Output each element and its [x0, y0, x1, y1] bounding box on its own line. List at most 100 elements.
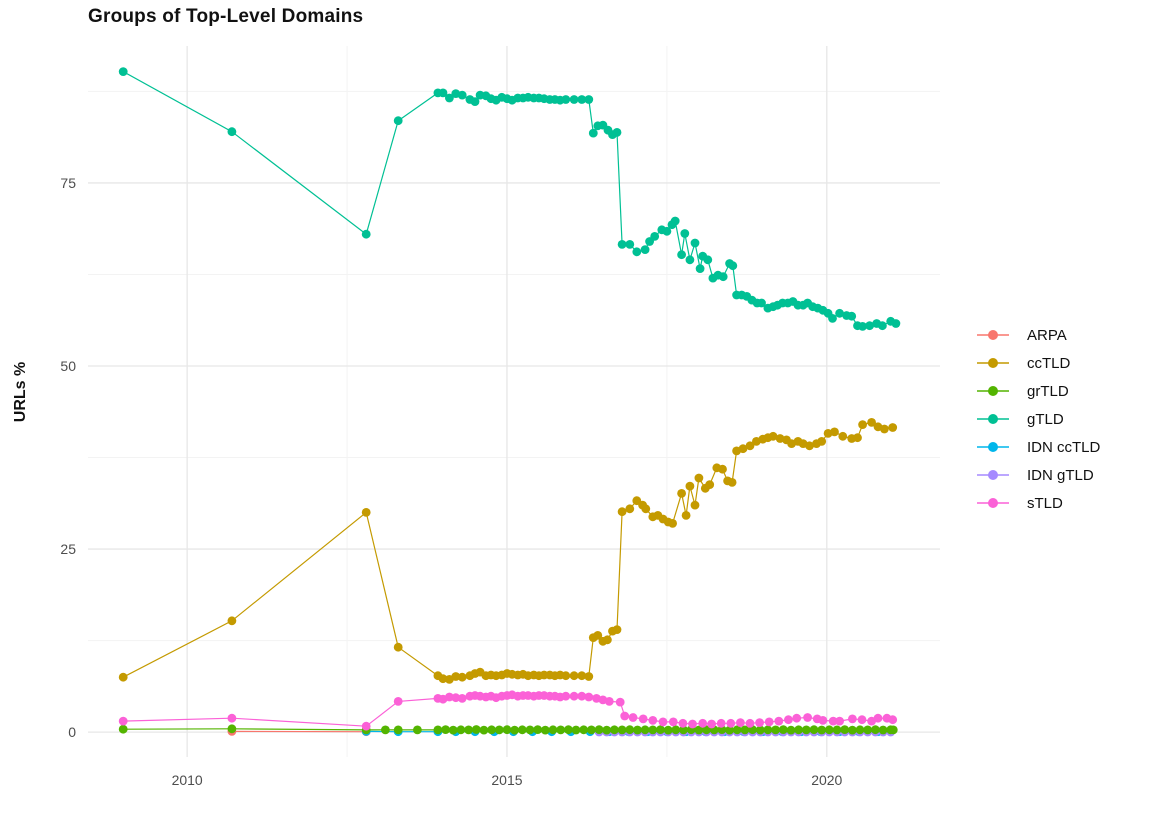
data-point: [871, 725, 880, 735]
data-point: [671, 725, 681, 735]
x-tick-label: 2010: [172, 772, 203, 788]
y-tick-label: 25: [60, 541, 76, 557]
data-point: [690, 500, 700, 510]
data-point: [456, 725, 466, 735]
data-point: [732, 725, 742, 735]
data-point: [625, 725, 635, 735]
series-gTLD: [118, 67, 901, 331]
data-point: [755, 718, 764, 727]
data-point: [658, 717, 668, 727]
data-point: [638, 714, 648, 724]
data-point: [588, 128, 598, 138]
data-point: [594, 725, 604, 734]
data-point: [445, 692, 454, 702]
data-point: [736, 718, 745, 727]
data-point: [838, 431, 848, 441]
data-point: [740, 725, 750, 735]
data-point: [451, 693, 461, 703]
data-point: [617, 240, 627, 249]
data-point: [648, 716, 658, 725]
series-grTLD: [118, 724, 898, 735]
data-point: [603, 635, 612, 645]
legend-key-dot: [988, 358, 998, 368]
data-point: [668, 717, 678, 727]
data-point: [118, 67, 128, 76]
data-point: [361, 229, 371, 239]
axis-tick-labels: 0 25 50 75 2010 2015 2020: [60, 175, 842, 788]
legend-key-dot: [988, 442, 998, 452]
data-point: [888, 725, 898, 735]
data-point: [577, 691, 587, 701]
data-point: [867, 418, 876, 427]
data-point: [824, 725, 834, 735]
data-point: [718, 272, 728, 282]
legend-key-icon: [977, 498, 1009, 508]
legend-item-sTLD: sTLD: [976, 489, 1100, 517]
x-tick-label: 2020: [811, 772, 842, 788]
legend-label: sTLD: [1027, 494, 1063, 512]
data-point: [855, 725, 865, 735]
legend-key-dot: [988, 498, 998, 508]
data-point: [835, 308, 844, 318]
data-point: [494, 725, 504, 735]
data-point: [725, 725, 734, 735]
data-point: [727, 478, 737, 487]
data-point: [865, 321, 874, 331]
legend-key-icon: [977, 414, 1009, 424]
data-point: [878, 725, 888, 735]
legend-item-ccTLD: ccTLD: [976, 349, 1100, 377]
data-point: [464, 725, 473, 735]
data-point: [805, 441, 814, 451]
legend-label: ccTLD: [1027, 354, 1071, 372]
data-point: [525, 725, 535, 735]
data-point: [801, 725, 811, 735]
data-point: [679, 725, 688, 735]
y-tick-label: 75: [60, 175, 76, 191]
data-point: [470, 97, 480, 106]
data-point: [628, 713, 638, 722]
data-point: [479, 725, 489, 735]
data-point: [803, 713, 812, 722]
data-point: [393, 116, 403, 126]
legend-key-icon: [977, 330, 1009, 340]
data-point: [757, 298, 766, 308]
data-point: [677, 250, 686, 260]
data-point: [448, 725, 458, 735]
series-line: [122, 71, 897, 328]
data-point: [381, 725, 390, 735]
data-point: [533, 725, 543, 734]
data-point: [118, 672, 128, 682]
legend-item-grTLD: grTLD: [976, 377, 1100, 405]
data-point: [438, 88, 448, 98]
legend-key-icon: [977, 470, 1009, 480]
legend-key-icon: [977, 442, 1009, 452]
data-point: [227, 724, 237, 734]
data-point: [584, 672, 594, 681]
data-point: [615, 697, 625, 707]
data-point: [361, 721, 371, 731]
data-point: [786, 725, 796, 735]
data-point: [794, 725, 803, 735]
data-point: [694, 725, 704, 735]
data-point: [662, 226, 672, 236]
data-point: [617, 725, 627, 735]
data-point: [612, 625, 622, 634]
data-point: [620, 711, 630, 721]
data-point: [702, 725, 711, 735]
data-point: [502, 725, 512, 735]
data-point: [457, 672, 467, 682]
data-point: [587, 725, 596, 735]
data-point: [848, 725, 857, 735]
data-point: [705, 480, 715, 489]
legend-label: gTLD: [1027, 410, 1064, 428]
data-point: [681, 511, 691, 520]
data-point: [678, 718, 688, 728]
data-point: [593, 631, 603, 640]
data-point: [118, 716, 128, 726]
gridlines-major: [88, 46, 940, 757]
legend-key-icon: [977, 386, 1009, 396]
legend-item-IDN-gTLD: IDN gTLD: [976, 461, 1100, 489]
legend-label: ARPA: [1027, 326, 1067, 344]
data-point: [680, 229, 690, 238]
data-point: [441, 725, 450, 734]
